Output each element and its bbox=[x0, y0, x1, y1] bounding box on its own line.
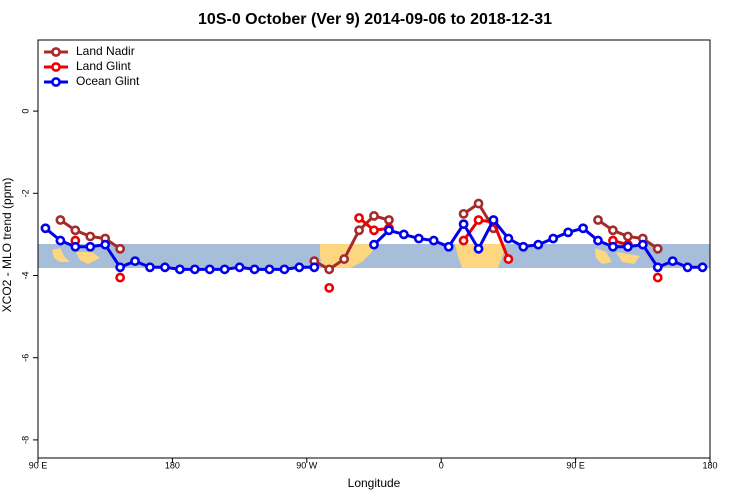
point bbox=[189, 264, 200, 275]
point bbox=[309, 262, 320, 273]
point bbox=[458, 219, 469, 230]
point bbox=[100, 239, 111, 250]
point bbox=[70, 225, 81, 236]
y-tick-label: -2 bbox=[20, 189, 30, 197]
point bbox=[40, 223, 51, 234]
point bbox=[354, 213, 364, 223]
y-tick-label: 0 bbox=[20, 109, 30, 114]
x-tick-label: 90 E bbox=[566, 460, 585, 470]
point bbox=[563, 227, 574, 238]
point bbox=[697, 262, 708, 273]
point bbox=[55, 215, 66, 225]
point bbox=[384, 225, 394, 236]
point bbox=[145, 262, 155, 273]
x-tick-label: 180 bbox=[165, 460, 180, 470]
point bbox=[413, 233, 424, 244]
point bbox=[652, 262, 663, 273]
point bbox=[369, 239, 379, 250]
point bbox=[264, 264, 275, 275]
point bbox=[488, 215, 499, 225]
x-tick-label: 0 bbox=[439, 460, 444, 470]
legend-label: Land Nadir bbox=[76, 44, 135, 58]
point bbox=[548, 233, 559, 244]
point bbox=[518, 241, 529, 252]
point bbox=[339, 254, 350, 264]
y-tick-label: -4 bbox=[20, 272, 30, 280]
point bbox=[115, 243, 126, 254]
point bbox=[85, 231, 96, 242]
point bbox=[652, 243, 663, 254]
x-axis-label: Longitude bbox=[348, 476, 401, 490]
point bbox=[622, 241, 633, 252]
point bbox=[667, 256, 678, 267]
point bbox=[234, 262, 245, 273]
land bbox=[455, 244, 505, 268]
x-tick-label: 90 E bbox=[29, 460, 48, 470]
land bbox=[52, 248, 70, 262]
point bbox=[115, 272, 126, 283]
point bbox=[503, 233, 514, 244]
point bbox=[249, 264, 260, 275]
point bbox=[384, 215, 394, 225]
point bbox=[85, 241, 96, 252]
point bbox=[354, 225, 364, 236]
point bbox=[593, 235, 603, 246]
point bbox=[503, 254, 514, 264]
point bbox=[578, 223, 588, 234]
point bbox=[473, 198, 484, 209]
point bbox=[115, 262, 126, 273]
point bbox=[174, 264, 185, 275]
point bbox=[204, 264, 215, 275]
legend-label: Ocean Glint bbox=[76, 74, 140, 88]
chart-title: 10S-0 October (Ver 9) 2014-09-06 to 2018… bbox=[198, 11, 552, 28]
point bbox=[428, 235, 439, 246]
point bbox=[294, 262, 305, 273]
point bbox=[369, 211, 379, 221]
point bbox=[608, 225, 618, 236]
point bbox=[443, 241, 454, 252]
point bbox=[608, 241, 618, 252]
land bbox=[595, 248, 612, 264]
point bbox=[324, 264, 335, 275]
point bbox=[473, 215, 484, 225]
point bbox=[637, 239, 648, 250]
point bbox=[593, 215, 603, 225]
y-tick-label: -8 bbox=[20, 436, 30, 444]
land bbox=[76, 252, 100, 264]
plot-box bbox=[37, 39, 711, 459]
point bbox=[473, 243, 484, 254]
point bbox=[279, 264, 290, 275]
point bbox=[682, 262, 693, 273]
point bbox=[130, 256, 140, 267]
point bbox=[70, 241, 81, 252]
point bbox=[369, 225, 379, 236]
y-axis-label: XCO2 - MLO trend (ppm) bbox=[0, 178, 14, 313]
legend-marker bbox=[51, 62, 61, 72]
point bbox=[458, 208, 469, 219]
y-tick-label: -6 bbox=[20, 354, 30, 362]
point bbox=[324, 282, 335, 293]
point bbox=[533, 239, 544, 250]
legend-marker bbox=[51, 47, 61, 57]
legend-label: Land Glint bbox=[76, 59, 131, 73]
legend-marker bbox=[51, 77, 61, 87]
point bbox=[398, 229, 409, 240]
point bbox=[652, 272, 663, 283]
x-tick-label: 90 W bbox=[296, 460, 318, 470]
point bbox=[458, 235, 469, 246]
point bbox=[55, 235, 66, 246]
point bbox=[622, 231, 633, 242]
x-tick-label: 180 bbox=[702, 460, 717, 470]
point bbox=[219, 264, 230, 275]
point bbox=[160, 262, 170, 273]
land bbox=[616, 252, 640, 264]
